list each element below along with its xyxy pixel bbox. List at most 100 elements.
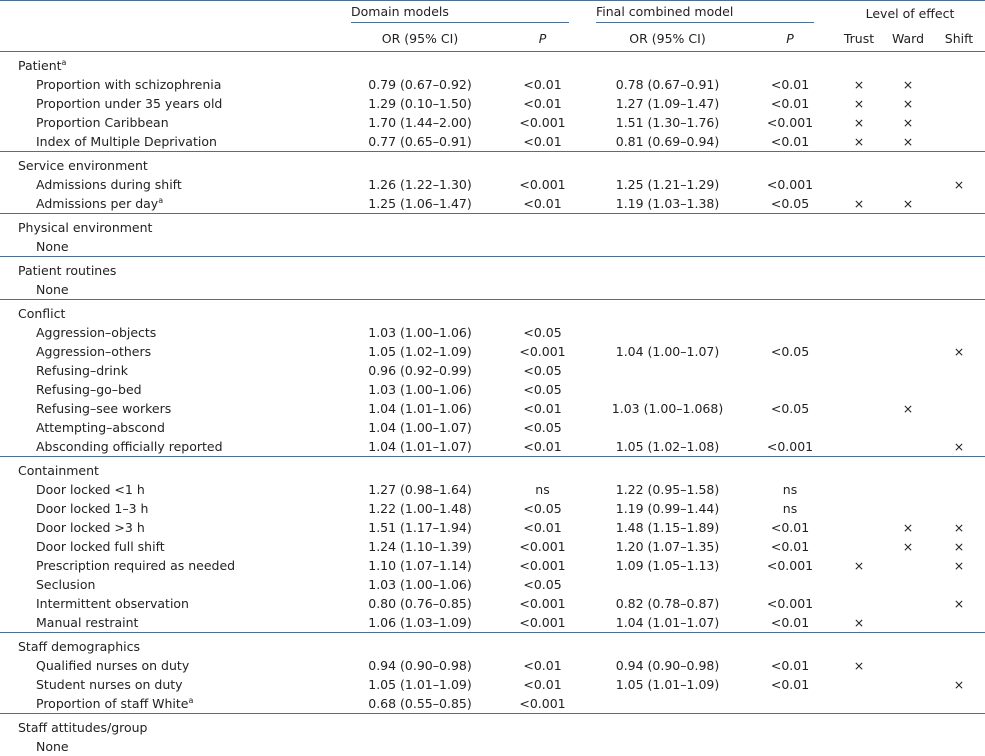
data-row: Refusing–drink 0.96 (0.92–0.99) <0.05 [0,361,985,380]
empty-cell [745,737,835,756]
data-row: Index of Multiple Deprivation 0.77 (0.65–… [0,132,985,152]
row-label: Seclusion [0,575,345,594]
section-label: Physical environment [18,220,153,235]
value-cell: 0.79 (0.67–0.92) [368,77,472,92]
empty-cell [745,280,835,300]
empty-cell [883,480,933,499]
value-cell: 1.48 (1.15–1.89) [615,520,720,535]
empty-cell [835,380,883,399]
value-cell: 1.05 (1.02–1.08) [615,439,720,454]
row-label: Aggression–others [0,342,345,361]
value-cell: <0.001 [766,596,814,611]
empty-cell [933,575,985,594]
empty-cell [590,237,745,257]
empty-cell [835,237,883,257]
value-cell: <0.01 [523,658,562,673]
empty-cell [933,361,985,380]
row-label-text: Intermittent observation [36,596,189,611]
value-cell: <0.01 [523,77,562,92]
value-cell: <0.01 [770,520,810,535]
empty-cell [883,175,933,194]
data-row: Door locked 1–3 h 1.22 (1.00–1.48) <0.05 1.… [0,499,985,518]
value-cell: <0.05 [523,325,562,340]
data-row: Admissions per daya 1.25 (1.06–1.47) <0.01… [0,194,985,214]
empty-cell [590,694,745,714]
row-label-text: Aggression–objects [36,325,157,340]
row-label-text: Seclusion [36,577,96,592]
value-cell: <0.001 [766,558,814,573]
value-cell: × [853,77,865,92]
value-cell: 1.04 (1.01–1.06) [368,401,472,416]
value-cell: 1.04 (1.01–1.07) [615,615,720,630]
empty-cell [933,737,985,756]
section-row: Conflict [0,299,985,323]
section-title: Physical environment [0,213,985,237]
row-label: Admissions during shift [0,175,345,194]
empty-cell [835,418,883,437]
value-cell: <0.01 [523,439,562,454]
empty-cell [745,575,835,594]
empty-cell [835,575,883,594]
empty-cell [835,175,883,194]
data-row: None [0,737,985,756]
value-cell: <0.001 [519,177,566,192]
value-cell: × [953,677,965,692]
column-header: P [745,26,835,52]
empty-cell [933,75,985,94]
data-row: Prescription required as needed 1.10 (1.0… [0,556,985,575]
value-cell: <0.05 [770,344,810,359]
footnote-mark: a [61,57,67,67]
row-label: None [0,737,345,756]
value-cell: 1.05 (1.02–1.09) [368,344,472,359]
empty-cell [835,323,883,342]
data-row: None [0,280,985,300]
empty-cell [883,237,933,257]
section-label: Staff attitudes/group [18,720,148,735]
empty-cell [345,280,495,300]
empty-cell [345,737,495,756]
value-cell: <0.05 [523,577,562,592]
data-row: Attempting–abscond 1.04 (1.00–1.07) <0.05 [0,418,985,437]
value-cell: 0.81 (0.69–0.94) [615,134,720,149]
row-label: Refusing–go–bed [0,380,345,399]
value-cell: 1.20 (1.07–1.35) [615,539,720,554]
empty-cell [933,480,985,499]
empty-cell [933,280,985,300]
section-row: Containment [0,456,985,480]
row-label-text: Proportion of staff White [36,696,189,712]
value-cell: <0.01 [770,539,810,554]
empty-cell [883,737,933,756]
empty-cell [745,361,835,380]
row-label: Door locked full shift [0,537,345,556]
value-cell: 0.94 (0.90–0.98) [615,658,720,673]
row-label: Manual restraint [0,613,345,633]
value-cell: 1.03 (1.00–1.068) [611,401,724,416]
empty-cell [933,323,985,342]
section-title: Containment [0,456,985,480]
value-cell: × [853,658,865,673]
row-label: Aggression–objects [0,323,345,342]
section-label: Conflict [18,306,66,321]
empty-cell [835,399,883,418]
footnote-mark: a [158,195,164,205]
value-cell: ns [782,482,798,497]
empty-cell [745,237,835,257]
section-label: Containment [18,463,99,478]
section-row: Service environment [0,151,985,175]
value-cell: × [853,115,865,130]
value-cell: 0.94 (0.90–0.98) [368,658,472,673]
value-cell: <0.001 [766,115,814,130]
empty-cell [590,575,745,594]
section-row: Physical environment [0,213,985,237]
data-row: Door locked full shift 1.24 (1.10–1.39) <0… [0,537,985,556]
value-cell: 1.19 (1.03–1.38) [615,196,720,211]
row-label: Attempting–abscond [0,418,345,437]
row-label: Qualified nurses on duty [0,656,345,675]
column-header: P [495,26,590,52]
section-title: Conflict [0,299,985,323]
value-cell: <0.001 [519,596,566,611]
section-title: Patienta [0,51,985,75]
section-label: Patient routines [18,263,117,278]
data-row: Aggression–others 1.05 (1.02–1.09) <0.001 1… [0,342,985,361]
